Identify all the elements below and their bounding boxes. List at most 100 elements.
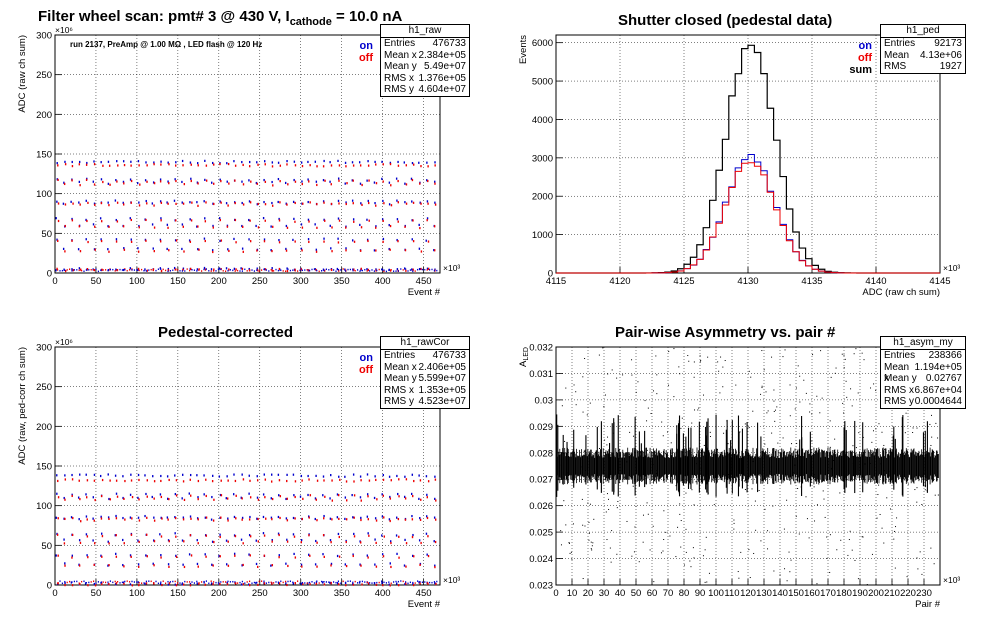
y-exponent-label: ×10⁶ (55, 25, 73, 35)
asym-outlier-point (685, 551, 687, 553)
baseline-point (393, 581, 395, 583)
scatter-point-on (159, 178, 162, 181)
scatter-point-off (146, 180, 148, 183)
baseline-point (287, 580, 289, 583)
scatter-point-on (345, 201, 347, 204)
scatter-point-off (382, 494, 385, 497)
scatter-point-on (174, 239, 177, 242)
x-tick-label: 400 (375, 276, 391, 287)
scatter-point-off (197, 518, 199, 521)
scatter-point-on (307, 218, 310, 221)
plot-frame (54, 34, 441, 274)
scatter-point-off (294, 164, 297, 167)
scatter-point-on (396, 516, 398, 519)
baseline-point (160, 268, 162, 270)
scatter-point-on (329, 539, 332, 542)
asym-outlier-point (826, 557, 828, 559)
scatter-point-off (153, 480, 156, 483)
scatter-point-off (434, 182, 436, 185)
x-tick-label: 60 (647, 588, 658, 599)
stats-value: 1.376e+05 (418, 72, 466, 84)
scatter-point-on (418, 497, 420, 500)
asym-outlier-point (916, 501, 918, 503)
scatter-point-on (352, 553, 354, 556)
baseline-point (109, 268, 111, 271)
scatter-point-on (249, 515, 251, 519)
scatter-point-off (197, 498, 199, 501)
scatter-point-off (271, 204, 274, 207)
panel2-legend: on off sum (838, 40, 872, 76)
scatter-point-off (130, 179, 133, 183)
scatter-point-on (226, 180, 228, 183)
scatter-point-on (211, 495, 213, 499)
panel1-stats-name: h1_raw (381, 25, 469, 38)
panel1-title-sub: cathode (289, 16, 332, 28)
asym-outlier-point (904, 432, 906, 434)
scatter-point-off (241, 497, 243, 500)
scatter-point-off (213, 163, 215, 166)
baseline-point (227, 580, 229, 583)
scatter-point-off (197, 479, 200, 483)
stats-row: RMS x 1.376e+05 (381, 73, 469, 85)
scatter-point-on (277, 177, 280, 181)
panel2-stats-name: h1_ped (881, 25, 965, 38)
scatter-point-on (374, 160, 376, 164)
scatter-point-off (300, 541, 303, 544)
scatter-point-off (278, 582, 281, 585)
scatter-point-on (351, 493, 353, 497)
scatter-point-off (278, 556, 280, 559)
asym-outlier-point (582, 524, 584, 526)
scatter-point-off (323, 517, 325, 520)
scatter-point-on (159, 267, 162, 270)
asym-outlier-point (760, 393, 762, 395)
scatter-point-on (301, 180, 303, 183)
stats-row: RMS y 0.0004644 (881, 396, 965, 408)
scatter-point-off (287, 564, 289, 568)
scatter-point-on (315, 539, 317, 543)
scatter-point-off (242, 542, 244, 545)
asym-outlier-point (707, 492, 709, 494)
stats-label: RMS x (384, 384, 414, 396)
scatter-point-off (57, 178, 59, 181)
scatter-point-on (114, 534, 116, 537)
scatter-point-on (212, 224, 214, 228)
scatter-point-on (166, 497, 169, 500)
scatter-point-off (345, 226, 347, 229)
asym-outlier-point (895, 526, 897, 528)
scatter-point-off (338, 555, 341, 558)
scatter-point-off (271, 249, 273, 253)
asym-outlier-point (789, 415, 791, 417)
asym-outlier-point (773, 570, 775, 572)
asym-outlier-point (876, 517, 878, 519)
y-tick-label: 200 (36, 110, 52, 121)
scatter-point-on (218, 475, 221, 478)
asym-outlier-point (914, 489, 916, 491)
scatter-point-off (213, 202, 215, 206)
scatter-point-on (159, 238, 162, 241)
scatter-point-off (264, 268, 267, 271)
baseline-point (265, 582, 267, 584)
scatter-point-off (137, 250, 140, 253)
scatter-point-off (242, 478, 245, 481)
scatter-point-on (418, 161, 420, 164)
scatter-point-on (203, 266, 206, 270)
scatter-point-off (64, 478, 67, 481)
scatter-point-off (286, 479, 288, 483)
scatter-point-off (87, 201, 89, 204)
scatter-point-off (434, 478, 437, 481)
scatter-point-on (203, 474, 205, 477)
scatter-point-on (92, 496, 95, 499)
asym-outlier-point (799, 401, 801, 403)
baseline-point (285, 580, 287, 583)
asym-outlier-point (789, 384, 791, 386)
baseline-point (294, 582, 296, 584)
scatter-point-off (78, 225, 81, 228)
baseline-point (213, 270, 215, 272)
scatter-point-on (411, 473, 414, 476)
baseline-point (232, 269, 234, 272)
scatter-point-on (359, 496, 362, 499)
scatter-point-on (300, 563, 303, 566)
asym-outlier-point (743, 480, 745, 482)
asym-outlier-point (871, 553, 873, 555)
